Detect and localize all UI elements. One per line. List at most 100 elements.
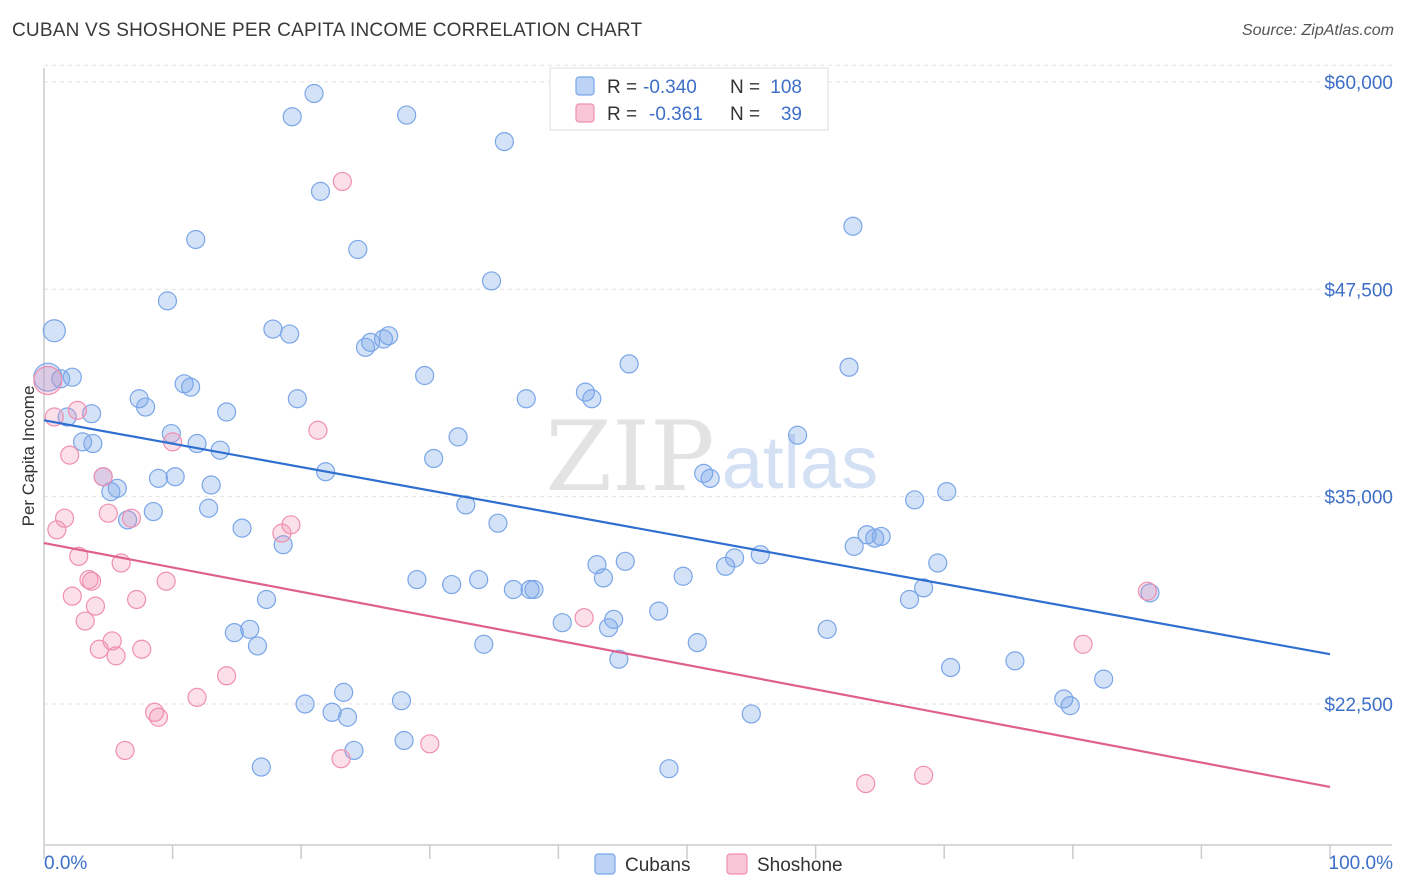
cubans-point-13 (135, 397, 156, 417)
data-points (33, 83, 1160, 794)
watermark-atlas: atlas (722, 421, 878, 504)
x-tick-label-end: 100.0% (1329, 853, 1394, 874)
cubans-point-30 (247, 636, 268, 656)
cubans-point-100 (928, 553, 948, 573)
y-tick-label-1: $35,000 (1324, 488, 1393, 509)
y-axis-label: Per Capita Income (19, 386, 38, 527)
y-tick-labels: $22,500 $35,000 $47,500 $60,000 (1324, 73, 1393, 716)
cubans-point-99 (914, 578, 934, 598)
x-tick-label-start: 0.0% (44, 853, 87, 874)
shoshone-point-3 (54, 508, 75, 528)
cubans-point-44 (337, 707, 358, 727)
cubans-point-18 (165, 467, 185, 487)
shoshone-point-18 (115, 740, 135, 761)
shoshone-point-38 (1137, 581, 1157, 601)
cubans-point-6 (83, 433, 103, 454)
cubans-point-46 (348, 239, 368, 260)
series-legend-label-shoshone: Shoshone (757, 855, 843, 876)
cubans-point-27 (224, 623, 244, 643)
stats-legend-swatch-cubans (575, 76, 595, 96)
stats-legend: R = -0.340 N = 108 R = -0.361 N = 39 (549, 67, 829, 131)
cubans-point-26 (217, 402, 237, 422)
cubans-point-43 (334, 682, 354, 702)
shoshone-point-16 (106, 646, 126, 666)
cubans-point-22 (186, 229, 206, 250)
cubans-point-84 (700, 468, 720, 488)
stats-legend-r-value-shoshone: -0.361 (649, 104, 703, 125)
cubans-point-29 (240, 619, 260, 639)
cubans-point-76 (609, 649, 629, 669)
grid-lines (44, 64, 1392, 705)
y-tick-label-2: $47,500 (1324, 280, 1393, 301)
cubans-point-65 (503, 579, 523, 600)
cubans-point-61 (474, 634, 494, 654)
cubans-point-62 (481, 271, 502, 291)
cubans-point-15 (148, 468, 169, 488)
shoshone-point-4 (60, 445, 80, 465)
cubans-point-42 (322, 702, 342, 722)
watermark: ZIP atlas (545, 401, 878, 513)
series-legend: Cubans Shoshone (594, 853, 843, 876)
cubans-point-28 (232, 518, 252, 538)
cubans-point-102 (941, 657, 961, 678)
shoshone-point-21 (132, 639, 152, 659)
shoshone-point-13 (93, 467, 113, 487)
cubans-point-24 (201, 475, 221, 495)
shoshone-point-36 (914, 765, 934, 785)
cubans-point-55 (415, 365, 435, 386)
cubans-point-91 (839, 357, 859, 377)
shoshone-point-33 (420, 734, 440, 754)
cubans-point-32 (256, 589, 277, 610)
cubans-point-90 (817, 619, 837, 639)
series-legend-swatch-cubans (594, 853, 616, 875)
cubans-point-16 (157, 291, 178, 311)
stats-legend-n-label-cubans: N = (730, 77, 760, 98)
stats-legend-r-label-shoshone: R = (607, 104, 637, 125)
cubans-point-79 (649, 601, 669, 621)
axes (43, 68, 1392, 846)
cubans-point-50 (379, 326, 399, 346)
cubans-point-87 (741, 704, 761, 724)
cubans-trend-line (43, 419, 1331, 656)
shoshone-point-15 (102, 631, 122, 651)
cubans-point-14 (143, 501, 163, 522)
cubans-point-66 (516, 389, 536, 409)
shoshone-point-11 (85, 596, 106, 616)
cubans-point-3 (62, 367, 82, 387)
cubans-point-105 (1060, 696, 1080, 716)
cubans-point-101 (937, 482, 957, 502)
shoshone-point-6 (67, 400, 88, 420)
cubans-point-36 (282, 107, 302, 127)
cubans-point-106 (1094, 669, 1114, 689)
cubans-point-53 (397, 105, 417, 125)
cubans-point-86 (724, 548, 745, 568)
chart-title: CUBAN VS SHOSHONE PER CAPITA INCOME CORR… (12, 20, 643, 41)
series-legend-label-cubans: Cubans (625, 855, 691, 876)
cubans-point-20 (181, 377, 201, 397)
shoshone-point-5 (62, 586, 82, 606)
cubans-point-77 (615, 551, 635, 571)
cubans-point-56 (424, 448, 444, 469)
cubans-point-97 (899, 589, 920, 610)
cubans-point-89 (787, 425, 808, 445)
stats-legend-swatch-shoshone (575, 103, 595, 123)
shoshone-point-37 (1073, 634, 1093, 654)
x-ticks (43, 845, 1331, 859)
cubans-point-37 (287, 389, 307, 409)
cubans-point-49 (373, 329, 394, 349)
series-legend-swatch-shoshone (726, 853, 748, 875)
stats-legend-r-label-cubans: R = (607, 77, 637, 98)
shoshone-point-20 (126, 589, 147, 610)
stats-legend-n-value-shoshone: 39 (781, 104, 802, 125)
cubans-point-52 (394, 730, 414, 751)
watermark-zip: ZIP (545, 401, 714, 513)
shoshone-point-14 (98, 503, 118, 523)
cubans-point-33 (263, 319, 283, 339)
cubans-point-93 (844, 536, 864, 556)
y-tick-label-0: $22,500 (1324, 695, 1393, 716)
cubans-point-64 (494, 132, 514, 152)
shoshone-point-34 (574, 608, 594, 628)
shoshone-point-27 (217, 666, 237, 686)
cubans-point-51 (391, 691, 412, 711)
cubans-point-35 (280, 324, 300, 344)
